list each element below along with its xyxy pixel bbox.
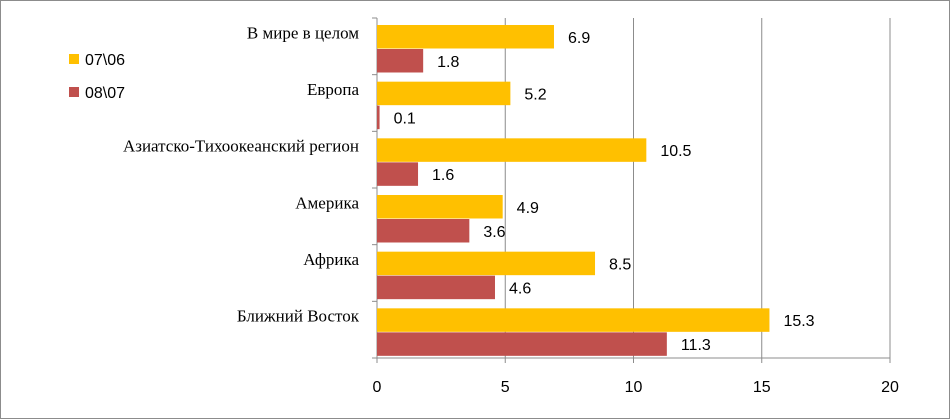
bar [377,138,647,162]
data-label: 10.5 [660,143,691,160]
legend-label: 07\06 [85,52,125,69]
data-label: 5.2 [524,86,546,103]
bar [377,195,503,219]
x-tick-label: 15 [753,379,771,396]
bar [377,308,770,332]
bar [377,81,511,106]
data-label: 6.9 [568,30,590,47]
category-label: Европа [307,80,360,99]
data-label: 1.6 [432,167,454,184]
legend-swatch [69,87,79,97]
category-label: Америка [295,193,359,212]
bar [377,25,554,49]
data-label: 0.1 [394,110,416,127]
data-label: 15.3 [783,313,814,330]
legend-label: 08\07 [85,85,125,102]
data-label: 1.8 [437,54,459,71]
x-tick-label: 5 [501,379,510,396]
bar [377,251,596,276]
x-tick-label: 10 [625,379,643,396]
data-label: 4.9 [517,200,539,217]
bar [377,105,380,130]
data-label: 3.6 [483,224,505,241]
category-label: Африка [303,250,359,269]
data-label: 4.6 [509,280,531,297]
bar [377,275,495,300]
x-tick-label: 20 [881,379,899,396]
data-label: 8.5 [609,256,631,273]
x-tick-label: 0 [373,379,382,396]
category-label: Азиатско-Тихоокеанский регион [123,137,359,156]
data-label: 11.3 [681,337,711,354]
category-label: Ближний Восток [237,307,360,326]
bar [377,162,419,186]
bar [377,219,470,243]
bar [377,332,667,356]
legend-swatch [69,54,79,64]
bar [377,49,424,73]
category-label: В мире в целом [247,23,359,42]
